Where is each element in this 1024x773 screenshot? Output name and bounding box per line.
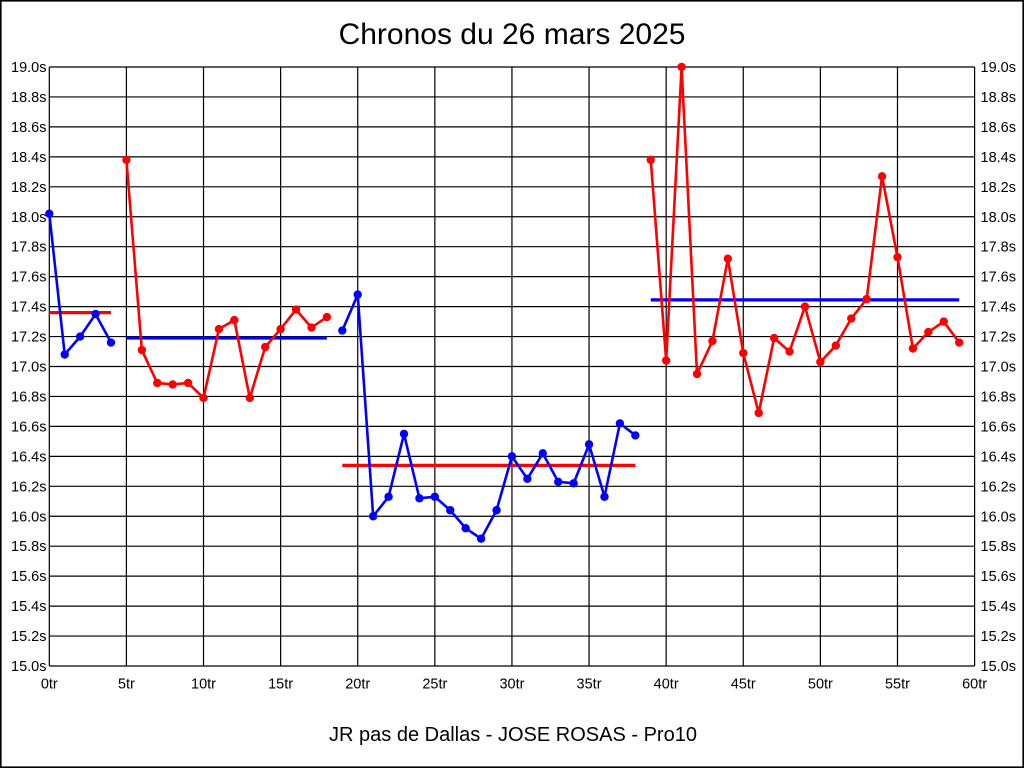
svg-text:15.4s: 15.4s — [981, 599, 1016, 615]
svg-text:55tr: 55tr — [885, 677, 910, 693]
svg-text:15.0s: 15.0s — [11, 659, 46, 675]
svg-text:45tr: 45tr — [731, 677, 756, 693]
svg-text:16.4s: 16.4s — [11, 449, 46, 465]
svg-text:30tr: 30tr — [499, 677, 524, 693]
svg-text:16.0s: 16.0s — [981, 509, 1016, 525]
svg-text:18.8s: 18.8s — [11, 90, 46, 106]
svg-text:15.6s: 15.6s — [11, 569, 46, 585]
svg-text:20tr: 20tr — [345, 677, 370, 693]
svg-text:17.8s: 17.8s — [981, 240, 1016, 256]
svg-text:15.2s: 15.2s — [11, 629, 46, 645]
svg-text:0tr: 0tr — [41, 677, 58, 693]
svg-text:15.6s: 15.6s — [981, 569, 1016, 585]
svg-text:18.0s: 18.0s — [981, 210, 1016, 226]
svg-text:5tr: 5tr — [118, 677, 135, 693]
svg-text:16.2s: 16.2s — [981, 479, 1016, 495]
svg-text:25tr: 25tr — [422, 677, 447, 693]
svg-text:18.0s: 18.0s — [11, 210, 46, 226]
svg-text:15.2s: 15.2s — [981, 629, 1016, 645]
svg-text:17.4s: 17.4s — [981, 300, 1016, 316]
svg-text:15.0s: 15.0s — [981, 659, 1016, 675]
svg-text:JR pas de Dallas - JOSE ROSAS: JR pas de Dallas - JOSE ROSAS - Pro10 — [329, 724, 697, 746]
svg-text:18.2s: 18.2s — [11, 180, 46, 196]
svg-text:15.4s: 15.4s — [11, 599, 46, 615]
svg-text:15tr: 15tr — [268, 677, 293, 693]
svg-text:17.4s: 17.4s — [11, 300, 46, 316]
svg-text:Chronos du 26 mars 2025: Chronos du 26 mars 2025 — [339, 18, 686, 51]
svg-text:17.8s: 17.8s — [11, 240, 46, 256]
svg-text:19.0s: 19.0s — [981, 60, 1016, 76]
svg-text:17.2s: 17.2s — [981, 330, 1016, 346]
svg-text:18.8s: 18.8s — [981, 90, 1016, 106]
svg-text:16.8s: 16.8s — [981, 389, 1016, 405]
svg-text:17.6s: 17.6s — [981, 270, 1016, 286]
svg-text:16.6s: 16.6s — [981, 419, 1016, 435]
svg-text:35tr: 35tr — [577, 677, 602, 693]
svg-text:16.2s: 16.2s — [11, 479, 46, 495]
svg-text:19.0s: 19.0s — [11, 60, 46, 76]
svg-text:18.6s: 18.6s — [981, 120, 1016, 136]
svg-text:18.2s: 18.2s — [981, 180, 1016, 196]
svg-text:50tr: 50tr — [808, 677, 833, 693]
svg-text:17.6s: 17.6s — [11, 270, 46, 286]
svg-text:15.8s: 15.8s — [11, 539, 46, 555]
svg-text:16.0s: 16.0s — [11, 509, 46, 525]
svg-text:17.2s: 17.2s — [11, 330, 46, 346]
svg-text:18.6s: 18.6s — [11, 120, 46, 136]
svg-text:10tr: 10tr — [191, 677, 216, 693]
svg-text:40tr: 40tr — [654, 677, 679, 693]
svg-text:16.4s: 16.4s — [981, 449, 1016, 465]
svg-text:18.4s: 18.4s — [11, 150, 46, 166]
svg-text:17.0s: 17.0s — [981, 360, 1016, 376]
svg-text:18.4s: 18.4s — [981, 150, 1016, 166]
svg-text:15.8s: 15.8s — [981, 539, 1016, 555]
svg-text:16.8s: 16.8s — [11, 389, 46, 405]
svg-text:60tr: 60tr — [962, 677, 987, 693]
svg-text:16.6s: 16.6s — [11, 419, 46, 435]
svg-text:17.0s: 17.0s — [11, 360, 46, 376]
